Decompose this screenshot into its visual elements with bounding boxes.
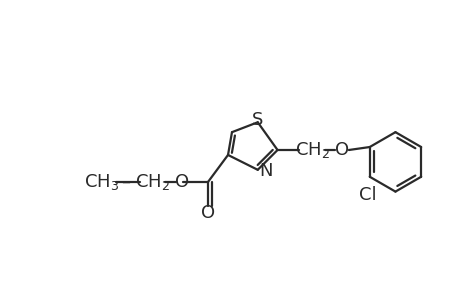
- Text: N: N: [259, 162, 273, 180]
- Text: O: O: [334, 141, 348, 159]
- Text: CH$_2$: CH$_2$: [135, 172, 170, 192]
- Text: –: –: [121, 173, 130, 191]
- Text: Cl: Cl: [358, 186, 376, 204]
- Text: O: O: [201, 204, 215, 222]
- Text: CH$_2$: CH$_2$: [294, 140, 329, 160]
- Text: CH$_3$: CH$_3$: [84, 172, 118, 192]
- Text: S: S: [252, 111, 263, 129]
- Text: O: O: [175, 173, 189, 191]
